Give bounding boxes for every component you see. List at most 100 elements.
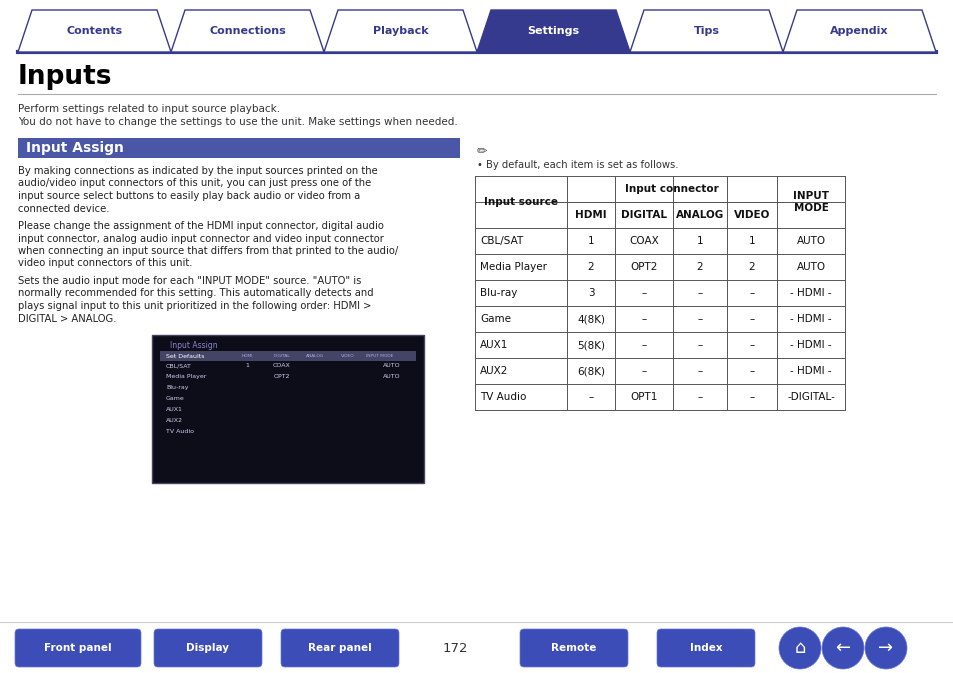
Text: Playback: Playback [373, 26, 428, 36]
Text: Please change the assignment of the HDMI input connector, digital audio: Please change the assignment of the HDMI… [18, 221, 383, 231]
Text: ANALOG: ANALOG [675, 210, 723, 220]
Text: 2: 2 [748, 262, 755, 272]
Text: Remote: Remote [551, 643, 596, 653]
Text: -DIGITAL-: -DIGITAL- [786, 392, 834, 402]
Text: Display: Display [186, 643, 230, 653]
Text: Blu-ray: Blu-ray [479, 288, 517, 298]
Text: Input connector: Input connector [624, 184, 719, 194]
Text: AUX1: AUX1 [166, 407, 183, 412]
Text: input connector, analog audio input connector and video input connector: input connector, analog audio input conn… [18, 234, 383, 244]
Text: • By default, each item is set as follows.: • By default, each item is set as follow… [476, 160, 678, 170]
Text: - HDMI -: - HDMI - [789, 366, 831, 376]
Text: Input source: Input source [483, 197, 558, 207]
Text: ✏: ✏ [476, 145, 487, 158]
Text: connected device.: connected device. [18, 203, 110, 213]
FancyBboxPatch shape [18, 138, 459, 158]
Text: 3: 3 [587, 288, 594, 298]
Circle shape [779, 627, 821, 669]
Text: Blu-ray: Blu-ray [166, 385, 189, 390]
Text: Connections: Connections [209, 26, 286, 36]
Text: AUTO: AUTO [383, 374, 400, 379]
Text: –: – [697, 288, 702, 298]
Text: OPT2: OPT2 [274, 374, 290, 379]
Text: CBL/SAT: CBL/SAT [166, 363, 192, 368]
Text: - HDMI -: - HDMI - [789, 340, 831, 350]
FancyBboxPatch shape [160, 351, 416, 361]
Text: –: – [697, 340, 702, 350]
Text: Perform settings related to input source playback.: Perform settings related to input source… [18, 104, 280, 114]
Text: 1: 1 [245, 363, 249, 368]
Polygon shape [324, 10, 476, 52]
Text: Set Defaults: Set Defaults [166, 353, 204, 359]
Text: OPT1: OPT1 [630, 392, 657, 402]
Text: Contents: Contents [67, 26, 122, 36]
Text: ⌂: ⌂ [794, 639, 805, 657]
Text: 2: 2 [696, 262, 702, 272]
Text: Front panel: Front panel [44, 643, 112, 653]
FancyBboxPatch shape [15, 629, 141, 667]
Text: Index: Index [689, 643, 721, 653]
Polygon shape [171, 10, 324, 52]
Text: –: – [640, 340, 646, 350]
FancyBboxPatch shape [152, 335, 423, 483]
Polygon shape [629, 10, 782, 52]
Text: –: – [749, 340, 754, 350]
Text: –: – [697, 314, 702, 324]
Text: Tips: Tips [693, 26, 719, 36]
Text: Media Player: Media Player [166, 374, 206, 379]
Text: - HDMI -: - HDMI - [789, 314, 831, 324]
Text: Settings: Settings [527, 26, 579, 36]
Text: –: – [697, 392, 702, 402]
Text: - HDMI -: - HDMI - [789, 288, 831, 298]
Text: AUX2: AUX2 [479, 366, 508, 376]
Polygon shape [476, 10, 629, 52]
Circle shape [821, 627, 863, 669]
Text: DIGITAL > ANALOG.: DIGITAL > ANALOG. [18, 314, 116, 324]
Text: AUTO: AUTO [796, 262, 824, 272]
Text: HDMI: HDMI [575, 210, 606, 220]
Text: VIDEO: VIDEO [341, 354, 355, 358]
FancyBboxPatch shape [519, 629, 627, 667]
Text: –: – [588, 392, 593, 402]
Text: COAX: COAX [273, 363, 291, 368]
Polygon shape [782, 10, 935, 52]
Text: Game: Game [479, 314, 511, 324]
Text: Media Player: Media Player [479, 262, 546, 272]
Text: –: – [640, 288, 646, 298]
Text: OPT2: OPT2 [630, 262, 657, 272]
Text: input source select buttons to easily play back audio or video from a: input source select buttons to easily pl… [18, 191, 360, 201]
Text: AUX2: AUX2 [166, 418, 183, 423]
Text: Game: Game [166, 396, 185, 401]
Text: AUTO: AUTO [796, 236, 824, 246]
Text: You do not have to change the settings to use the unit. Make settings when neede: You do not have to change the settings t… [18, 117, 457, 127]
FancyBboxPatch shape [657, 629, 754, 667]
Text: –: – [749, 392, 754, 402]
Text: audio/video input connectors of this unit, you can just press one of the: audio/video input connectors of this uni… [18, 178, 371, 188]
Polygon shape [18, 10, 171, 52]
Text: INPUT
MODE: INPUT MODE [792, 191, 828, 213]
Text: 1: 1 [748, 236, 755, 246]
Text: when connecting an input source that differs from that printed to the audio/: when connecting an input source that dif… [18, 246, 397, 256]
Text: 2: 2 [587, 262, 594, 272]
Text: 172: 172 [442, 641, 467, 655]
Text: video input connectors of this unit.: video input connectors of this unit. [18, 258, 193, 269]
Text: normally recommended for this setting. This automatically detects and: normally recommended for this setting. T… [18, 289, 374, 299]
Text: ←: ← [835, 639, 850, 657]
Text: 5(8K): 5(8K) [577, 340, 604, 350]
Text: 6(8K): 6(8K) [577, 366, 604, 376]
Text: –: – [749, 288, 754, 298]
Text: INPUT MODE: INPUT MODE [366, 354, 394, 358]
Text: –: – [697, 366, 702, 376]
Text: –: – [640, 314, 646, 324]
Text: Appendix: Appendix [829, 26, 888, 36]
Text: TV Audio: TV Audio [166, 429, 193, 434]
Text: 1: 1 [587, 236, 594, 246]
Text: HDMI: HDMI [241, 354, 253, 358]
Text: –: – [749, 366, 754, 376]
Text: DIGITAL: DIGITAL [620, 210, 666, 220]
Text: CBL/SAT: CBL/SAT [479, 236, 522, 246]
FancyBboxPatch shape [281, 629, 398, 667]
Text: DIGITAL: DIGITAL [274, 354, 290, 358]
Text: Rear panel: Rear panel [308, 643, 372, 653]
Text: →: → [878, 639, 893, 657]
